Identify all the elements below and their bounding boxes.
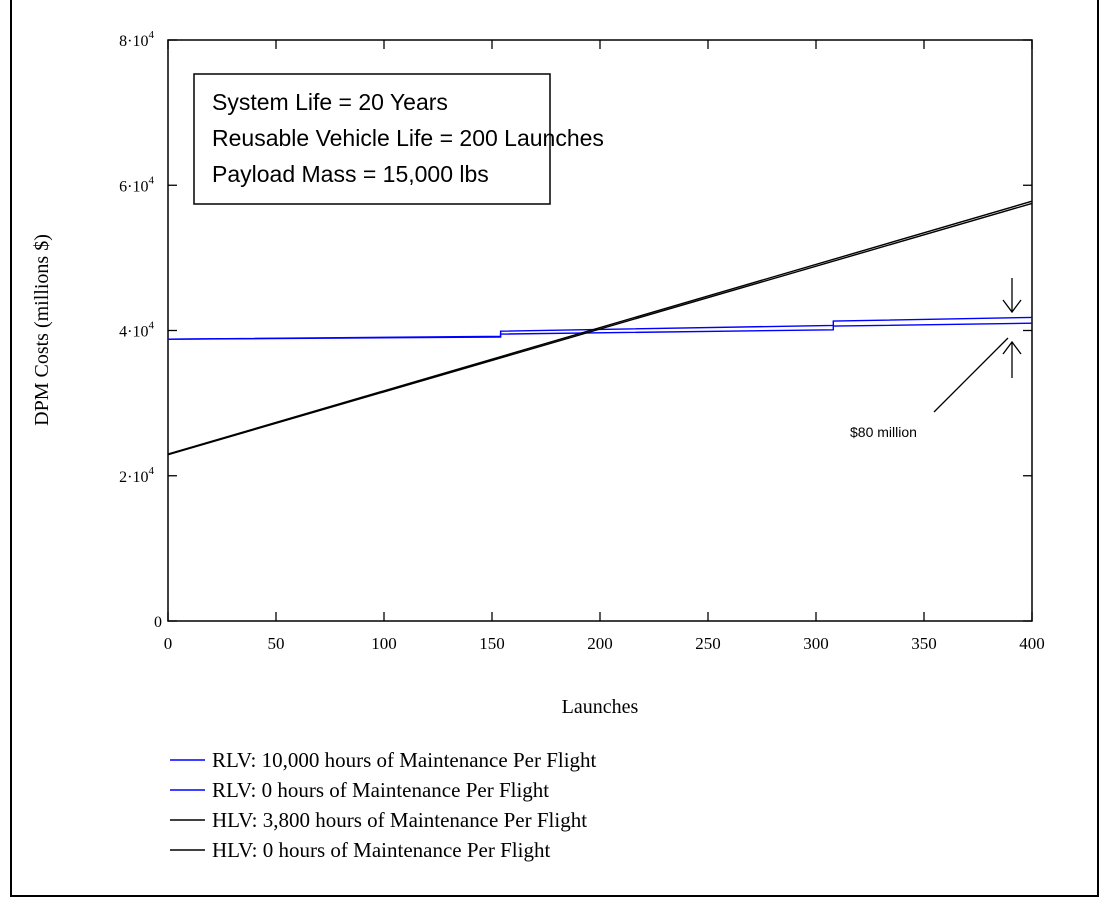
x-axis-label: Launches bbox=[562, 696, 639, 718]
y-tick-label: 6·104 bbox=[119, 174, 154, 195]
x-tick-label: 350 bbox=[911, 634, 937, 653]
y-tick-label: 4·104 bbox=[119, 320, 154, 341]
x-tick-label: 400 bbox=[1019, 634, 1045, 653]
x-tick-label: 100 bbox=[371, 634, 397, 653]
legend-label: RLV: 10,000 hours of Maintenance Per Fli… bbox=[212, 748, 597, 772]
legend: RLV: 10,000 hours of Maintenance Per Fli… bbox=[170, 748, 597, 862]
x-tick-label: 200 bbox=[587, 634, 613, 653]
arrow-down-head bbox=[1002, 299, 1022, 314]
y-tick-labels: 0 2·104 4·104 6·104 8·104 bbox=[119, 29, 162, 631]
info-line-vehicle-life: Reusable Vehicle Life = 200 Launches bbox=[212, 125, 604, 151]
y-tick-label: 8·104 bbox=[119, 29, 154, 50]
difference-annotation bbox=[933, 278, 1022, 413]
info-box bbox=[193, 73, 551, 205]
x-tick-label: 0 bbox=[164, 634, 173, 653]
axis-ticks bbox=[167, 39, 1033, 622]
x-tick-labels: 0 50 100 150 200 250 300 350 400 bbox=[164, 634, 1045, 653]
series-line-4 bbox=[167, 202, 1033, 456]
leader-line bbox=[933, 337, 1009, 413]
info-line-system-life: System Life = 20 Years bbox=[212, 89, 448, 115]
series-lines bbox=[167, 200, 1033, 456]
arrow-up-head bbox=[1002, 340, 1022, 355]
legend-label: HLV: 3,800 hours of Maintenance Per Flig… bbox=[212, 808, 587, 832]
x-tick-label: 150 bbox=[479, 634, 505, 653]
y-axis-label: DPM Costs (millions $) bbox=[31, 234, 53, 426]
legend-label: HLV: 0 hours of Maintenance Per Flight bbox=[212, 838, 550, 862]
y-tick-label: 0 bbox=[154, 614, 162, 631]
x-tick-label: 50 bbox=[268, 634, 285, 653]
x-tick-label: 250 bbox=[695, 634, 721, 653]
y-tick-label: 2·104 bbox=[119, 465, 154, 486]
annotation-80-million: $80 million bbox=[850, 424, 917, 440]
series-line-2 bbox=[167, 322, 1033, 340]
series-line-3 bbox=[167, 200, 1033, 455]
legend-label: RLV: 0 hours of Maintenance Per Flight bbox=[212, 778, 549, 802]
x-tick-label: 300 bbox=[803, 634, 829, 653]
info-line-payload-mass: Payload Mass = 15,000 lbs bbox=[212, 161, 489, 187]
